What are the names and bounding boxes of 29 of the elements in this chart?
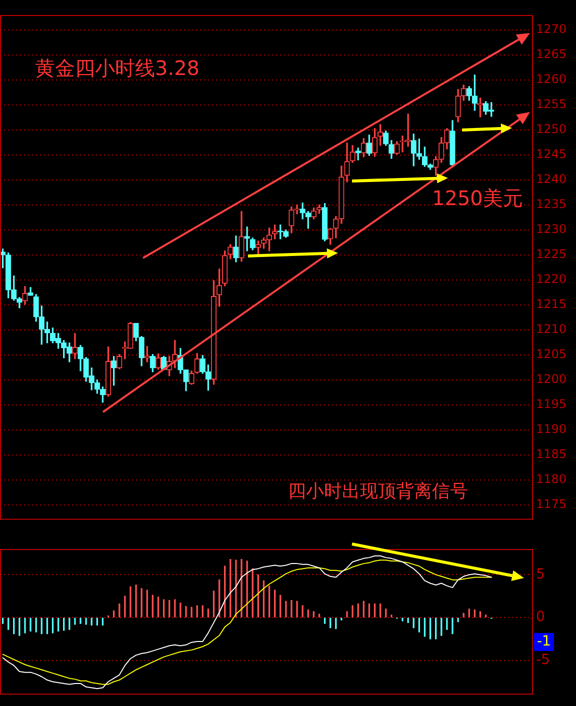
y-tick-label: 1205 (536, 346, 567, 361)
y-tick-label: 1270 (536, 22, 567, 36)
y-tick-label: 1200 (536, 372, 567, 386)
y-tick-label: 5 (536, 566, 545, 582)
y-tick-label: 1250 (536, 122, 567, 136)
y-tick-label: 1245 (536, 147, 567, 162)
text: 黄金四小时线3.28 (35, 56, 200, 80)
y-tick-label: 1180 (536, 472, 567, 486)
y-tick-label: 1215 (536, 297, 567, 312)
y-tick-label: 1185 (536, 446, 567, 461)
y-tick-label: 1230 (536, 222, 567, 236)
text: -1 (537, 634, 551, 650)
y-tick-label: 1175 (536, 496, 567, 511)
candlestick (294, 204, 300, 214)
y-tick-label: 1220 (536, 272, 567, 286)
y-tick-label: 1235 (536, 197, 567, 212)
y-tick-label: 1190 (536, 422, 567, 436)
candlestick (72, 333, 78, 360)
y-tick-label: 0 (536, 609, 545, 626)
y-tick-label: 1195 (536, 396, 567, 411)
y-tick-label: 1265 (536, 47, 567, 62)
y-tick-label: 1225 (536, 247, 567, 262)
y-tick-label: 1260 (536, 72, 567, 86)
y-tick-label: 1255 (536, 97, 567, 112)
y-tick-label: 1240 (536, 172, 567, 186)
annotation: 1250美元 (432, 186, 523, 210)
annotation: 四小时出现顶背离信号 (288, 481, 468, 502)
y-tick-label: 1210 (536, 322, 567, 336)
y-tick-label: -5 (536, 652, 550, 668)
